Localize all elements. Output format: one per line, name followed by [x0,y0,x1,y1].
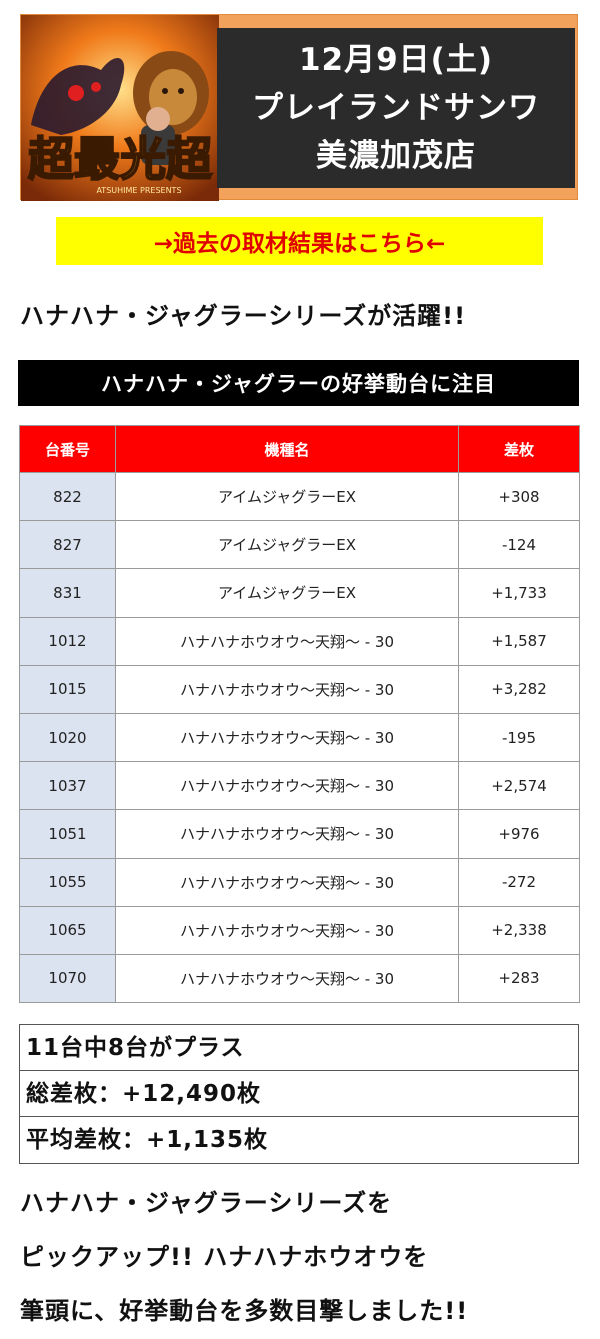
column-header-machine-number: 台番号 [19,425,116,473]
table-row: 1037 ハナハナホウオウ～天翔～ - 30 +2,574 [19,761,580,811]
summary-average: 平均差枚：+1,135枚 [26,1127,269,1153]
table-row: 1020 ハナハナホウオウ～天翔～ - 30 -195 [19,712,580,763]
machine-number: 1020 [19,712,116,763]
closing-line-2: ピックアップ!! ハナハナホウオウを [20,1243,429,1271]
coin-difference: -272 [458,857,580,907]
summary-total: 総差枚：+12,490枚 [20,1071,578,1117]
event-date: 12月9日(土) [298,42,494,78]
closing-text: ハナハナ・ジャグラーシリーズを ピックアップ!! ハナハナホウオウを 筆頭に、好… [20,1176,580,1338]
machine-name: ハナハナホウオウ～天翔～ - 30 [115,857,459,907]
past-results-link[interactable]: →過去の取材結果はこちら← [56,217,543,265]
machine-number: 1051 [19,809,116,859]
machine-name: ハナハナホウオウ～天翔～ - 30 [115,712,459,763]
closing-line-1: ハナハナ・ジャグラーシリーズを [20,1189,393,1217]
table-row: 822 アイムジャグラーEX +308 [19,471,580,522]
table-row: 1015 ハナハナホウオウ～天翔～ - 30 +3,282 [19,664,580,714]
table-row: 1070 ハナハナホウオウ～天翔～ - 30 +283 [19,953,580,1004]
coin-difference: -124 [458,520,580,570]
page-headline: ハナハナ・ジャグラーシリーズが活躍!! [20,302,467,330]
closing-line-3: 筆頭に、好挙動台を多数目撃しました!! [20,1297,469,1325]
table-row: 1055 ハナハナホウオウ～天翔～ - 30 -272 [19,857,580,907]
machine-number: 827 [19,520,116,570]
table-row: 827 アイムジャグラーEX -124 [19,520,580,570]
machine-name: ハナハナホウオウ～天翔～ - 30 [115,905,459,955]
table-row: 1051 ハナハナホウオウ～天翔～ - 30 +976 [19,809,580,859]
coin-difference: +2,574 [458,761,580,811]
svg-text:ATSUHIME PRESENTS: ATSUHIME PRESENTS [96,186,181,195]
machine-name: ハナハナホウオウ～天翔～ - 30 [115,616,459,666]
coin-difference: +283 [458,953,580,1004]
table-row: 1065 ハナハナホウオウ～天翔～ - 30 +2,338 [19,905,580,955]
store-name: プレイランドサンワ [252,90,540,126]
machine-number: 822 [19,471,116,522]
logo-title: 超最光超 [28,132,213,186]
column-header-difference: 差枚 [458,425,580,473]
machine-number: 1065 [19,905,116,955]
machine-name: ハナハナホウオウ～天翔～ - 30 [115,761,459,811]
summary-plus-count: 11台中8台がプラス [20,1025,578,1071]
machine-number: 1070 [19,953,116,1004]
machine-name: アイムジャグラーEX [115,520,459,570]
event-info-panel: 12月9日(土) プレイランドサンワ 美濃加茂店 [217,28,575,188]
results-table: 台番号 機種名 差枚 822 アイムジャグラーEX +308 827 アイムジャグラー… [19,425,580,1004]
coin-difference: +3,282 [458,664,580,714]
header-banner: 超最光超 ATSUHIME PRESENTS 12月9日(土) プレイランドサン… [20,14,578,201]
section-title: ハナハナ・ジャグラーの好挙動台に注目 [18,360,579,406]
store-branch: 美濃加茂店 [316,138,476,174]
coin-difference: -195 [458,712,580,763]
machine-name: ハナハナホウオウ～天翔～ - 30 [115,664,459,714]
coin-difference: +1,587 [458,616,580,666]
machine-number: 1012 [19,616,116,666]
machine-number: 1037 [19,761,116,811]
summary-box: 11台中8台がプラス 総差枚：+12,490枚 平均差枚：+1,135枚 [19,1024,579,1164]
column-header-machine-name: 機種名 [115,425,459,473]
machine-name: ハナハナホウオウ～天翔～ - 30 [115,953,459,1004]
coin-difference: +1,733 [458,568,580,618]
machine-number: 1015 [19,664,116,714]
machine-name: ハナハナホウオウ～天翔～ - 30 [115,809,459,859]
table-row: 831 アイムジャグラーEX +1,733 [19,568,580,618]
coin-difference: +2,338 [458,905,580,955]
machine-number: 831 [19,568,116,618]
machine-number: 1055 [19,857,116,907]
coin-difference: +976 [458,809,580,859]
table-row: 1012 ハナハナホウオウ～天翔～ - 30 +1,587 [19,616,580,666]
event-logo: 超最光超 ATSUHIME PRESENTS [21,15,219,201]
coin-difference: +308 [458,471,580,522]
machine-name: アイムジャグラーEX [115,471,459,522]
machine-name: アイムジャグラーEX [115,568,459,618]
table-header-row: 台番号 機種名 差枚 [19,425,580,473]
